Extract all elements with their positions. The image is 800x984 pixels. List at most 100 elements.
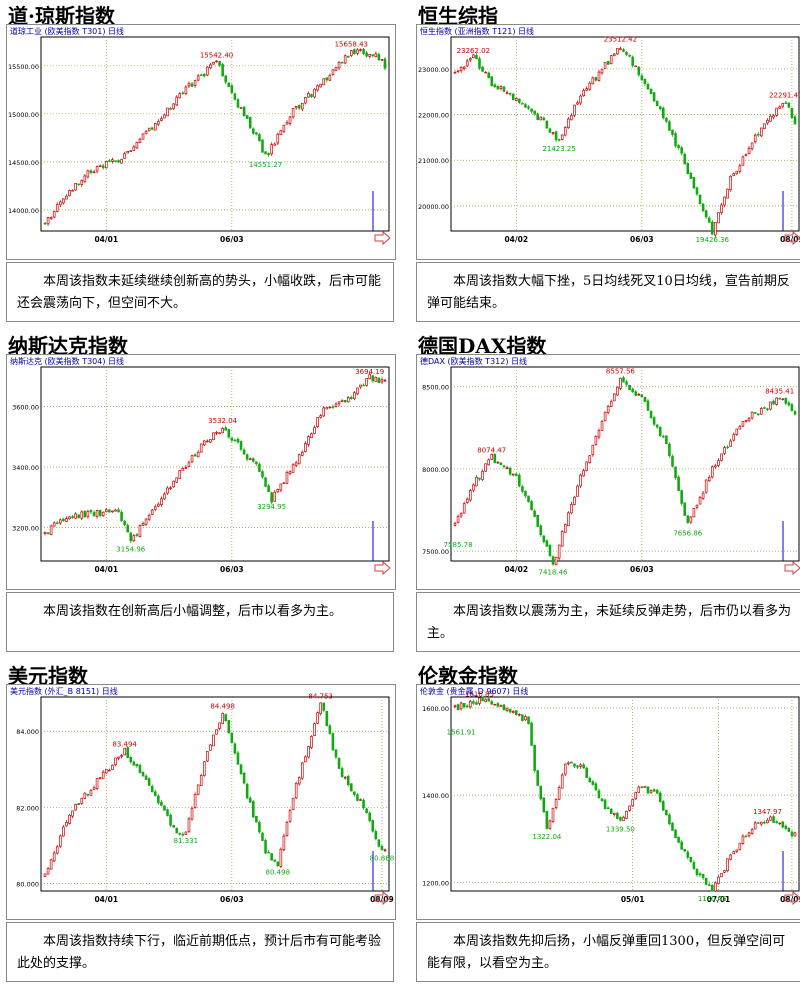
candle-body: [193, 454, 197, 457]
candle-body: [668, 443, 671, 457]
candle-body: [245, 454, 249, 460]
candle-body: [199, 443, 203, 453]
candle-body: [570, 503, 573, 514]
candle-body: [114, 509, 117, 512]
y-tick-label: 1400.00: [422, 792, 449, 800]
chart-box[interactable]: 80.000 82.000 84.000 04/01 06/03 08/09 83.494 8…: [6, 684, 396, 920]
panel-title: 美元指数: [8, 664, 88, 688]
candle-body: [741, 156, 745, 166]
candle-body: [524, 104, 527, 108]
chart-box[interactable]: 14000.00 14500.00 15000.00 15500.00 04/01 06/…: [6, 24, 396, 260]
candle-body: [634, 65, 638, 68]
candle-body: [576, 102, 579, 105]
price-annotation: 1322.04: [532, 833, 561, 841]
candlestick-chart[interactable]: 20000.00 21000.00 22000.00 23000.00 04/02 06/…: [417, 25, 800, 259]
candle-body: [729, 175, 732, 191]
candle-body: [701, 873, 705, 879]
candle-body: [120, 511, 123, 522]
scroll-right-arrow-icon[interactable]: [374, 560, 391, 576]
candle-body: [172, 825, 175, 828]
candle-body: [46, 532, 50, 534]
candle-body: [542, 535, 546, 543]
candlestick-chart[interactable]: 80.000 82.000 84.000 04/01 06/03 08/09 83.494 8…: [7, 685, 395, 919]
candle-body: [331, 406, 335, 408]
y-tick-label: 15500.00: [8, 63, 39, 71]
candle-body: [453, 705, 457, 708]
candle-body: [270, 144, 273, 155]
candle-body: [606, 61, 610, 65]
candle-body: [233, 439, 237, 442]
candle-body: [245, 115, 249, 119]
candle-body: [175, 477, 179, 483]
candle-body: [514, 710, 518, 716]
chart-box[interactable]: 20000.00 21000.00 22000.00 23000.00 04/02 06/…: [416, 24, 800, 260]
candle-body: [619, 817, 622, 821]
commentary-text: 本周该指数以震荡为主，未延续反弹走势，后市仍以看多为主。: [416, 592, 800, 652]
candle-body: [374, 831, 378, 840]
candle-body: [111, 510, 114, 513]
candle-body: [172, 480, 175, 488]
candle-body: [554, 131, 558, 141]
x-tick-label: 04/01: [94, 895, 118, 904]
y-tick-label: 21000.00: [418, 157, 449, 165]
candle-body: [772, 400, 775, 405]
candlestick-chart[interactable]: 3200.00 3400.00 3600.00 04/01 06/03 3532.04 31…: [7, 355, 395, 589]
candle-body: [698, 194, 702, 205]
candle-body: [567, 118, 570, 128]
candle-body: [83, 511, 87, 518]
candle-body: [570, 115, 573, 121]
candle-body: [551, 556, 555, 565]
panel-title: 伦敦金指数: [418, 664, 518, 688]
chart-box[interactable]: 3200.00 3400.00 3600.00 04/01 06/03 3532.04 31…: [6, 354, 396, 590]
chart-box[interactable]: 7500.00 8000.00 8500.00 04/02 06/03 8074.47 74…: [416, 354, 800, 590]
candle-body: [368, 54, 371, 57]
candle-body: [141, 133, 145, 140]
candle-body: [362, 384, 365, 387]
candle-body: [251, 801, 255, 818]
candle-body: [337, 401, 341, 405]
candle-body: [383, 849, 387, 851]
y-tick-label: 22000.00: [418, 112, 449, 120]
candle-body: [677, 145, 680, 149]
candle-body: [695, 187, 699, 195]
candle-body: [196, 784, 200, 795]
price-annotation: 15658.43: [335, 41, 368, 49]
candle-body: [365, 808, 368, 814]
candle-body: [665, 435, 668, 445]
candle-body: [114, 757, 117, 766]
candlestick-chart[interactable]: 14000.00 14500.00 15000.00 15500.00 04/01 06/…: [7, 25, 395, 259]
candle-body: [71, 190, 74, 192]
candle-body: [267, 485, 270, 493]
candle-body: [325, 710, 329, 727]
candle-body: [680, 147, 683, 154]
candle-body: [273, 491, 277, 502]
scroll-right-arrow-icon[interactable]: [784, 230, 800, 246]
candle-body: [493, 454, 497, 463]
candle-body: [484, 463, 487, 472]
candle-body: [86, 511, 90, 518]
candle-body: [720, 204, 723, 213]
scroll-right-arrow-icon[interactable]: [784, 560, 800, 576]
candle-body: [123, 747, 126, 756]
candle-body: [747, 147, 751, 155]
candle-body: [184, 831, 188, 835]
candle-body: [717, 460, 720, 466]
candlestick-chart[interactable]: 7500.00 8000.00 8500.00 04/02 06/03 8074.47 74…: [417, 355, 800, 589]
candle-body: [190, 455, 194, 463]
price-annotation: 7585.78: [444, 541, 473, 549]
scroll-right-arrow-icon[interactable]: [784, 890, 800, 906]
candle-body: [316, 712, 319, 724]
candle-body: [456, 70, 460, 72]
scroll-right-arrow-icon[interactable]: [374, 890, 391, 906]
candlestick-chart[interactable]: 1200.00 1400.00 1600.00 05/01 07/01 08/09 1616…: [417, 685, 800, 919]
candle-body: [368, 812, 371, 822]
candle-body: [322, 407, 326, 417]
candle-body: [524, 716, 527, 721]
candle-body: [499, 86, 503, 89]
candle-body: [77, 514, 80, 519]
x-tick-label: 04/01: [94, 565, 118, 574]
price-annotation: 8074.47: [477, 447, 506, 455]
chart-box[interactable]: 1200.00 1400.00 1600.00 05/01 07/01 08/09 1616…: [416, 684, 800, 920]
scroll-right-arrow-icon[interactable]: [374, 230, 391, 246]
candle-body: [291, 108, 295, 118]
